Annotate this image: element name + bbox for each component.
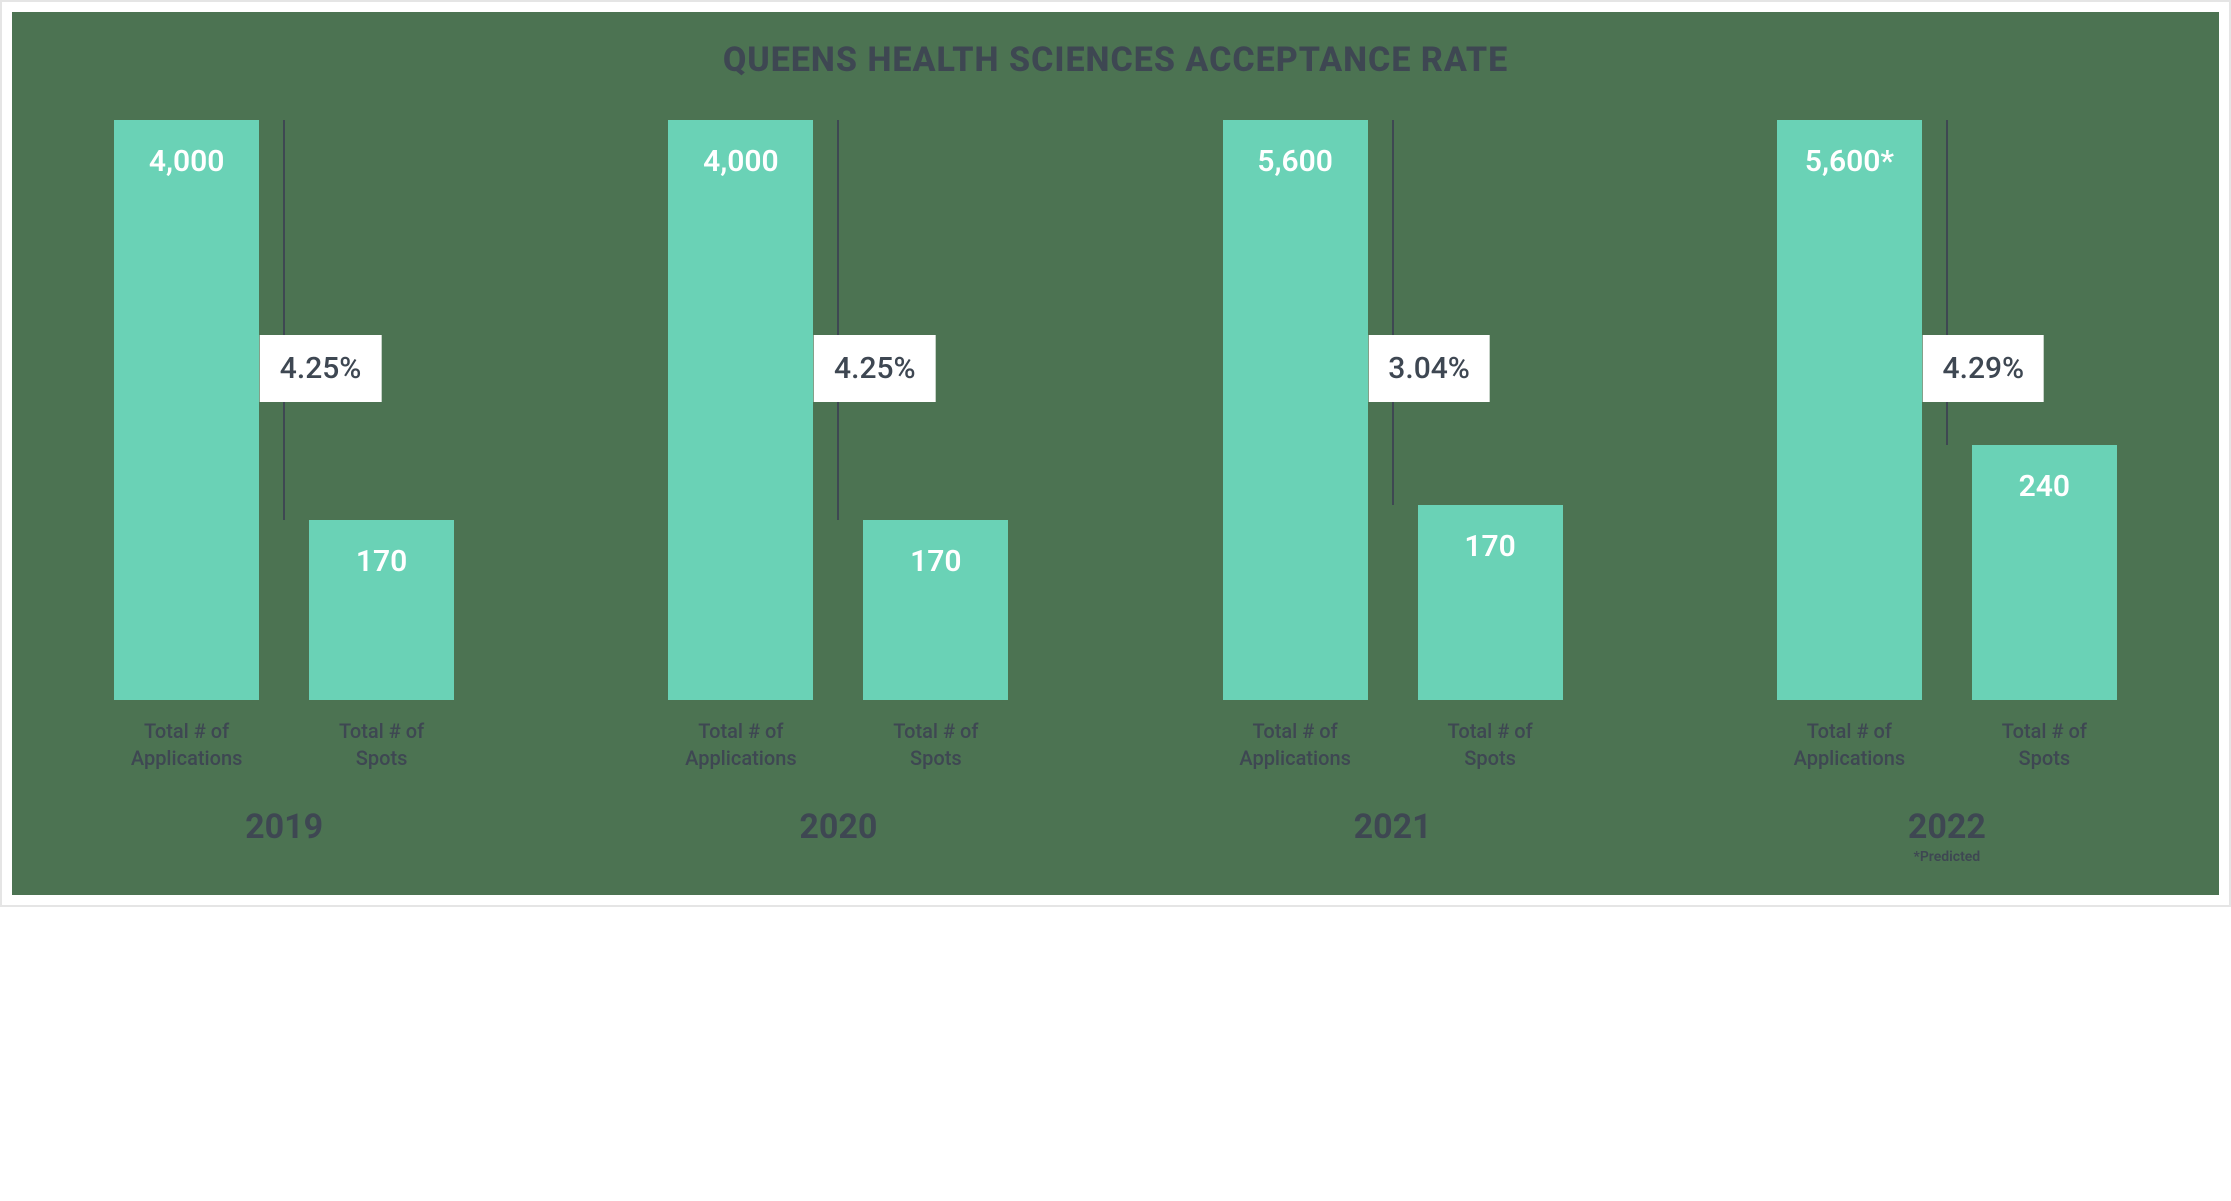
- axis-labels-row: Total # ofApplications Total # ofSpots: [596, 700, 1080, 772]
- spots-value: 170: [1464, 529, 1515, 564]
- spots-value: 170: [356, 544, 407, 579]
- spots-label: Total # ofSpots: [1418, 718, 1563, 772]
- bar-pair: 4,000 170 4.25%: [596, 120, 1080, 700]
- spots-label: Total # ofSpots: [309, 718, 454, 772]
- applications-bar: 5,600: [1223, 120, 1368, 700]
- predicted-note: *Predicted: [1908, 849, 1986, 865]
- spots-bar: 170: [863, 520, 1008, 700]
- year-row: 2019: [245, 807, 323, 847]
- applications-value: 5,600: [1257, 144, 1333, 179]
- applications-label: Total # ofApplications: [1777, 718, 1922, 772]
- axis-labels-row: Total # ofApplications Total # ofSpots: [1151, 700, 1635, 772]
- acceptance-rate-box: 3.04%: [1368, 335, 1490, 402]
- applications-label: Total # ofApplications: [668, 718, 813, 772]
- bar-pair: 5,600* 240 4.29%: [1705, 120, 2189, 700]
- spots-bar-wrap: 170: [309, 520, 454, 700]
- chart-title: QUEENS HEALTH SCIENCES ACCEPTANCE RATE: [42, 40, 2189, 80]
- applications-bar-wrap: 4,000: [114, 120, 259, 700]
- connector-line: [283, 120, 285, 520]
- chart-canvas: QUEENS HEALTH SCIENCES ACCEPTANCE RATE 4…: [12, 12, 2219, 895]
- spots-label: Total # ofSpots: [863, 718, 1008, 772]
- acceptance-rate-value: 4.29%: [1943, 351, 2025, 386]
- year-label: 2021: [1354, 807, 1432, 847]
- year-row: 2020: [799, 807, 877, 847]
- year-label: 2022: [1908, 807, 1986, 847]
- bar-pair: 5,600 170 3.04%: [1151, 120, 1635, 700]
- acceptance-rate-value: 4.25%: [280, 351, 362, 386]
- spots-value: 170: [910, 544, 961, 579]
- spots-bar: 240: [1972, 445, 2117, 700]
- applications-label: Total # ofApplications: [1223, 718, 1368, 772]
- outer-frame: QUEENS HEALTH SCIENCES ACCEPTANCE RATE 4…: [0, 0, 2231, 907]
- acceptance-rate-box: 4.29%: [1923, 335, 2045, 402]
- spots-value: 240: [2019, 469, 2070, 504]
- axis-labels-row: Total # ofApplications Total # ofSpots: [1705, 700, 2189, 772]
- acceptance-rate-value: 3.04%: [1388, 351, 1470, 386]
- applications-bar-wrap: 5,600: [1223, 120, 1368, 700]
- applications-value: 5,600*: [1805, 144, 1894, 179]
- spots-bar-wrap: 170: [1418, 505, 1563, 700]
- year-label: 2020: [799, 807, 877, 847]
- spots-label: Total # ofSpots: [1972, 718, 2117, 772]
- connector-line: [1392, 120, 1394, 505]
- bar-pair: 4,000 170 4.25%: [42, 120, 526, 700]
- applications-bar-wrap: 4,000: [668, 120, 813, 700]
- year-label: 2019: [245, 807, 323, 847]
- applications-value: 4,000: [149, 144, 225, 179]
- axis-labels-row: Total # ofApplications Total # ofSpots: [42, 700, 526, 772]
- year-row: 2021: [1354, 807, 1432, 847]
- year-row: 2022 *Predicted: [1908, 807, 1986, 865]
- year-panel: 4,0001704.25%Total # ofApplicationsTotal…: [42, 120, 526, 865]
- spots-bar-wrap: 240: [1972, 445, 2117, 700]
- year-panel: 5,6001703.04%Total # ofApplicationsTotal…: [1151, 120, 1635, 865]
- applications-bar: 4,000: [114, 120, 259, 700]
- acceptance-rate-box: 4.25%: [260, 335, 382, 402]
- panels-row: 4,0001704.25%Total # ofApplicationsTotal…: [42, 120, 2189, 865]
- applications-bar-wrap: 5,600*: [1777, 120, 1922, 700]
- year-panel: 4,0001704.25%Total # ofApplicationsTotal…: [596, 120, 1080, 865]
- spots-bar-wrap: 170: [863, 520, 1008, 700]
- applications-value: 4,000: [703, 144, 779, 179]
- acceptance-rate-box: 4.25%: [814, 335, 936, 402]
- applications-bar: 5,600*: [1777, 120, 1922, 700]
- spots-bar: 170: [1418, 505, 1563, 700]
- connector-line: [837, 120, 839, 520]
- spots-bar: 170: [309, 520, 454, 700]
- applications-label: Total # ofApplications: [114, 718, 259, 772]
- applications-bar: 4,000: [668, 120, 813, 700]
- year-panel: 5,600*2404.29%Total # ofApplicationsTota…: [1705, 120, 2189, 865]
- acceptance-rate-value: 4.25%: [834, 351, 916, 386]
